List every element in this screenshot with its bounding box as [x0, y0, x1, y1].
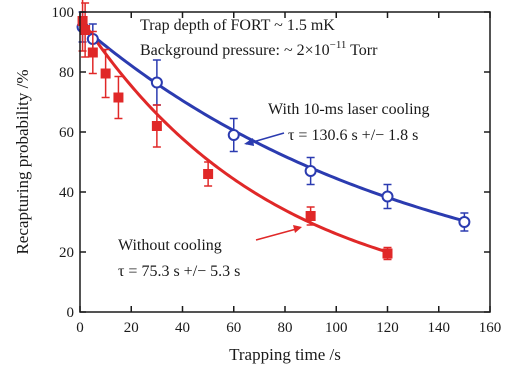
note-background-pressure: Background pressure: ~ 2×10−11 Torr — [140, 39, 378, 59]
note-trap-depth: Trap depth of FORT ~ 1.5 mK — [140, 17, 335, 34]
fit-curve-cooled — [79, 23, 465, 223]
x-tick-label: 140 — [428, 320, 451, 336]
axes: 0 20 40 60 80 100 120 140 160 0 20 40 60 80 100 Trappin… — [13, 5, 501, 364]
x-tick-label: 120 — [376, 320, 399, 336]
data-point-uncooled — [113, 92, 124, 103]
data-point-cooled — [227, 129, 240, 141]
data-point-uncooled — [100, 68, 111, 79]
cooled-tau: τ = 130.6 s +/− 1.8 s — [288, 127, 418, 144]
uncooled-label: Without cooling — [118, 237, 222, 254]
y-tick-label: 20 — [59, 245, 74, 261]
x-tick-label: 160 — [479, 320, 502, 336]
y-tick-label: 100 — [52, 5, 75, 21]
uncooled-tau: τ = 75.3 s +/− 5.3 s — [118, 263, 240, 280]
note-pressure-exponent: −11 — [330, 39, 347, 51]
x-tick-label: 40 — [175, 320, 190, 336]
data-point-uncooled — [305, 211, 316, 221]
y-tick-label: 40 — [59, 185, 74, 201]
data-point-uncooled — [151, 121, 162, 131]
x-tick-label: 100 — [325, 320, 348, 336]
data-point-cooled — [381, 190, 394, 203]
plot-area — [76, 0, 471, 261]
cooled-arrowhead — [244, 138, 254, 146]
y-axis-label: Recapturing probability /% — [13, 69, 32, 254]
y-tick-label: 0 — [67, 305, 75, 321]
data-point-uncooled — [80, 25, 91, 35]
data-point-uncooled — [203, 169, 214, 179]
uncooled-arrowhead — [293, 225, 302, 233]
data-point-uncooled — [382, 248, 393, 259]
note-pressure-unit: Torr — [346, 42, 378, 59]
x-axis-label: Trapping time /s — [229, 345, 341, 364]
data-point-cooled — [150, 76, 163, 89]
note-pressure-base: Background pressure: ~ 2×10 — [140, 42, 330, 59]
cooled-label: With 10-ms laser cooling — [268, 101, 430, 118]
x-tick-label: 20 — [124, 320, 139, 336]
y-tick-label: 80 — [59, 65, 74, 81]
x-tick-label: 80 — [278, 320, 293, 336]
uncooled-arrow — [255, 227, 301, 241]
data-point-uncooled — [77, 16, 88, 26]
x-tick-label: 60 — [226, 320, 241, 336]
x-tick-label: 0 — [76, 320, 84, 336]
y-tick-label: 60 — [59, 125, 74, 141]
data-point-cooled — [458, 216, 471, 228]
annotations: Trap depth of FORT ~ 1.5 mK Background p… — [118, 17, 430, 280]
data-point-uncooled — [87, 47, 98, 58]
data-point-cooled — [304, 165, 317, 177]
fit-curve-uncooled — [78, 16, 388, 254]
